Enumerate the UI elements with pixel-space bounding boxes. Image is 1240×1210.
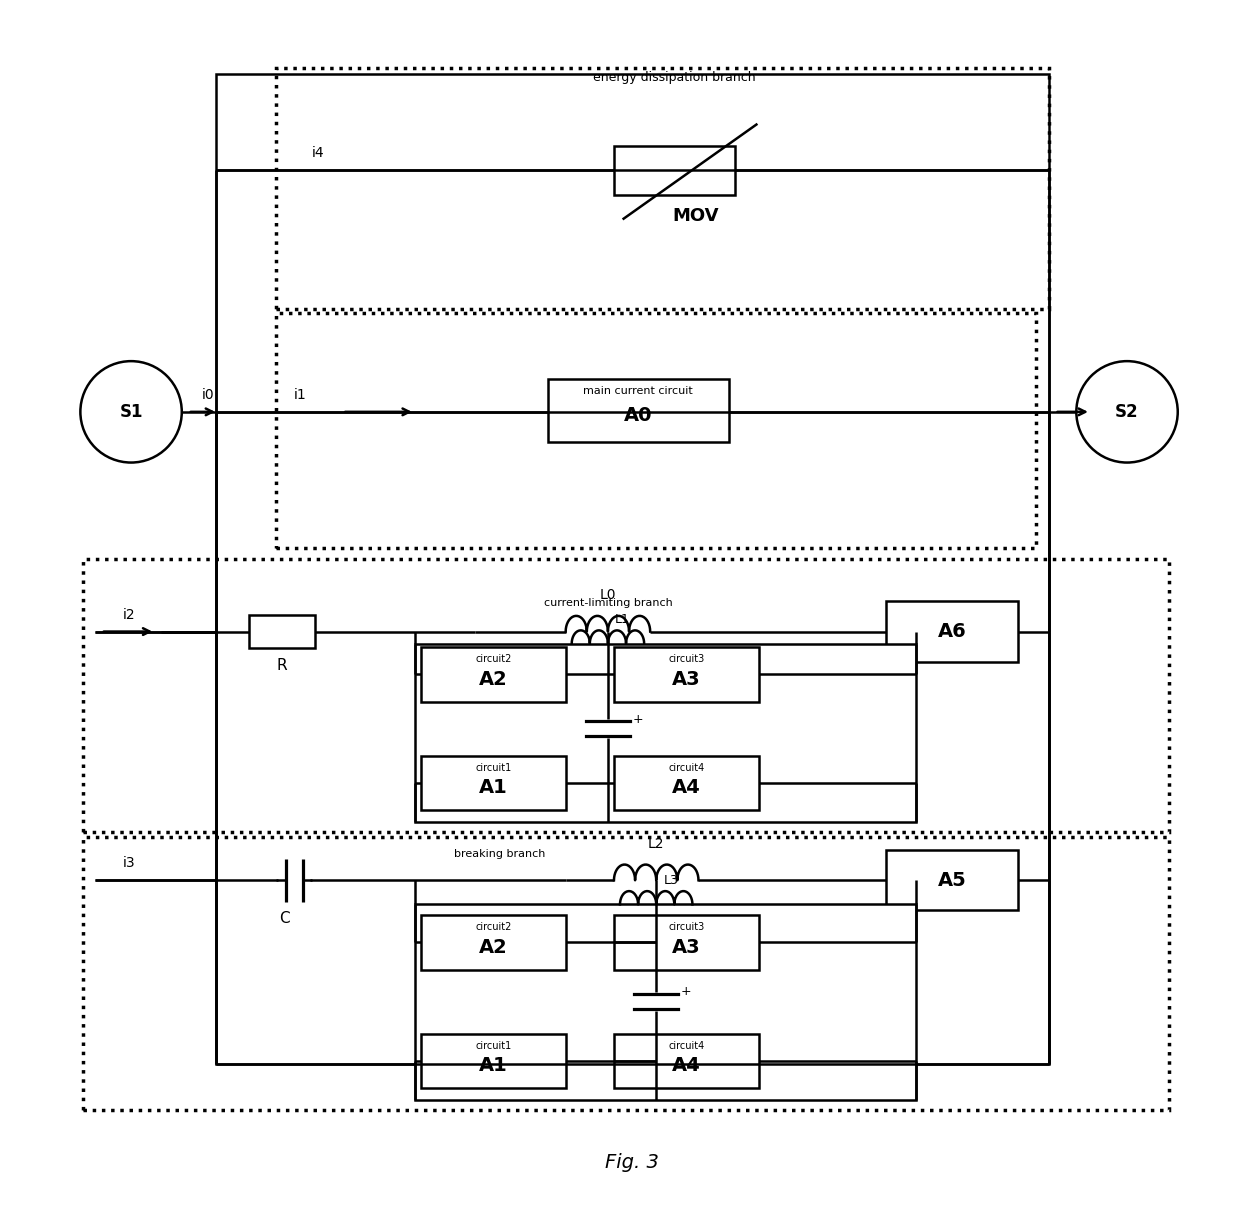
Text: i2: i2 (123, 607, 135, 622)
Text: A4: A4 (672, 1056, 701, 1074)
Bar (249, 615, 315, 649)
Text: circuit1: circuit1 (475, 764, 511, 773)
Text: A2: A2 (479, 670, 507, 688)
Bar (614, 1033, 759, 1088)
Bar (277, 313, 1037, 548)
Text: circuit2: circuit2 (475, 655, 511, 664)
Text: main current circuit: main current circuit (583, 386, 693, 397)
Text: Fig. 3: Fig. 3 (605, 1153, 658, 1172)
Text: A3: A3 (672, 938, 701, 957)
Text: i0: i0 (202, 388, 215, 402)
Text: MOV: MOV (673, 207, 719, 225)
Text: +: + (632, 713, 644, 726)
Circle shape (81, 361, 182, 462)
Text: energy dissipation branch: energy dissipation branch (593, 71, 755, 83)
Text: circuit4: circuit4 (668, 1041, 704, 1050)
Bar (548, 379, 729, 442)
Bar (414, 644, 916, 823)
Bar (216, 74, 1049, 1064)
Bar (420, 915, 565, 969)
Text: +: + (681, 985, 692, 998)
Text: L0: L0 (600, 588, 616, 603)
Text: L1: L1 (615, 613, 630, 626)
Text: i3: i3 (123, 857, 135, 870)
Bar (420, 1033, 565, 1088)
Text: current-limiting branch: current-limiting branch (543, 598, 672, 607)
Bar (420, 756, 565, 811)
Bar (885, 851, 1018, 910)
Text: S2: S2 (1115, 403, 1138, 421)
Text: A2: A2 (479, 938, 507, 957)
Text: circuit2: circuit2 (475, 922, 511, 933)
Text: A0: A0 (624, 407, 652, 425)
Circle shape (1076, 361, 1178, 462)
Bar (614, 756, 759, 811)
Text: C: C (279, 911, 290, 927)
Text: L2: L2 (649, 837, 665, 851)
Bar (614, 915, 759, 969)
Text: A5: A5 (937, 871, 966, 889)
Bar (83, 837, 1169, 1110)
Bar (614, 647, 759, 702)
Bar (83, 559, 1169, 832)
Text: L3: L3 (663, 874, 678, 887)
Text: circuit3: circuit3 (668, 655, 704, 664)
Text: A4: A4 (672, 778, 701, 797)
Text: A3: A3 (672, 670, 701, 688)
Text: i1: i1 (294, 388, 306, 402)
Text: A6: A6 (937, 622, 966, 641)
Bar (420, 647, 565, 702)
Bar (614, 146, 734, 195)
Text: circuit3: circuit3 (668, 922, 704, 933)
Text: breaking branch: breaking branch (454, 848, 544, 859)
Text: R: R (277, 658, 288, 673)
Text: A1: A1 (479, 778, 507, 797)
Bar (414, 904, 916, 1100)
Bar (885, 601, 1018, 662)
Text: circuit4: circuit4 (668, 764, 704, 773)
Bar (277, 68, 1049, 310)
Text: A1: A1 (479, 1056, 507, 1074)
Text: i4: i4 (312, 146, 325, 161)
Text: circuit1: circuit1 (475, 1041, 511, 1050)
Text: S1: S1 (119, 403, 143, 421)
